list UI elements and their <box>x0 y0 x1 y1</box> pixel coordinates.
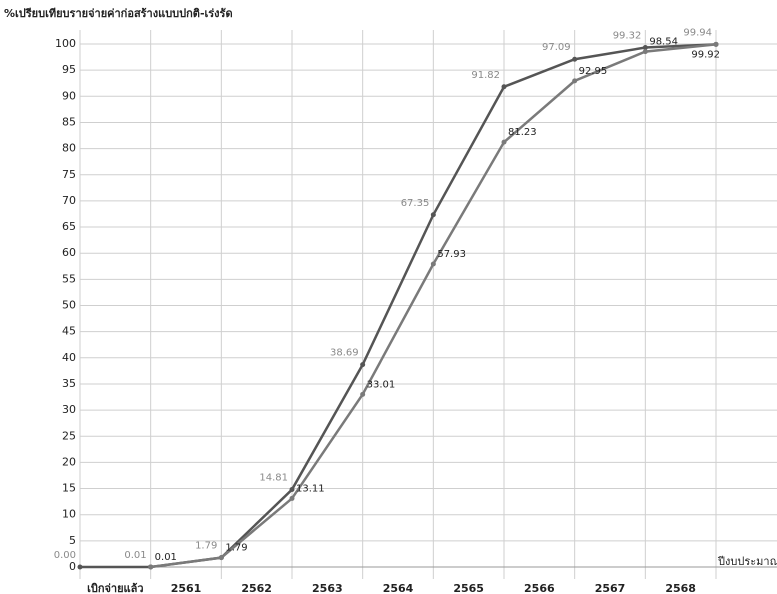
y-tick-label: 35 <box>62 377 76 390</box>
chart-title: %เปรียบเทียบรายจ่ายค่าก่อสร้างแบบปกติ-เร… <box>4 7 233 20</box>
data-label: 97.09 <box>542 42 571 53</box>
y-tick-label: 25 <box>62 429 76 442</box>
y-tick-label: 40 <box>62 351 76 364</box>
y-tick-label: 20 <box>62 455 76 468</box>
y-tick-label: 10 <box>62 508 76 521</box>
point <box>430 261 436 267</box>
x-axis-label: ปีงบประมาณ <box>717 555 777 568</box>
point <box>572 56 578 62</box>
point <box>642 49 648 55</box>
y-tick-label: 75 <box>62 168 76 181</box>
y-tick-label: 90 <box>62 89 76 102</box>
y-tick-label: 15 <box>62 482 76 495</box>
x-tick-label: เบิกจ่ายแล้ว <box>87 582 143 594</box>
point <box>501 139 507 145</box>
y-tick-label: 0 <box>69 560 76 573</box>
data-label: 98.54 <box>649 37 678 48</box>
data-label: 13.11 <box>296 483 325 494</box>
y-tick-label: 55 <box>62 272 76 285</box>
x-tick-label: 2563 <box>312 582 343 594</box>
y-tick-label: 85 <box>62 115 76 128</box>
point <box>430 212 436 218</box>
x-tick-label: 2562 <box>241 582 272 594</box>
point <box>360 391 366 397</box>
data-label: 0.01 <box>124 550 146 561</box>
y-tick-label: 30 <box>62 403 76 416</box>
y-tick-label: 95 <box>62 63 76 76</box>
data-label: 0.00 <box>54 550 76 561</box>
y-tick-label: 80 <box>62 142 76 155</box>
x-tick-label: 2568 <box>665 582 696 594</box>
data-label: 99.92 <box>691 49 720 60</box>
data-label: 67.35 <box>401 198 430 209</box>
x-tick-label: 2565 <box>453 582 484 594</box>
data-label: 92.95 <box>579 66 608 77</box>
x-tick-label: 2567 <box>595 582 626 594</box>
point <box>289 487 295 493</box>
data-label: 99.32 <box>613 31 642 42</box>
point <box>148 564 154 570</box>
data-label: 81.23 <box>508 127 537 138</box>
data-label: 99.94 <box>683 27 712 38</box>
y-tick-label: 100 <box>55 37 76 50</box>
data-label: 91.82 <box>471 70 500 81</box>
data-label: 14.81 <box>259 473 288 484</box>
data-label: 1.79 <box>225 543 247 554</box>
point <box>501 84 507 90</box>
x-tick-label: 2564 <box>383 582 414 594</box>
point <box>77 564 83 570</box>
data-label: 57.93 <box>437 249 466 260</box>
point <box>218 555 224 561</box>
point <box>572 78 578 84</box>
point <box>642 45 648 51</box>
y-tick-label: 70 <box>62 194 76 207</box>
data-label: 38.69 <box>330 348 359 359</box>
point <box>713 41 719 47</box>
y-tick-label: 45 <box>62 325 76 338</box>
y-tick-label: 60 <box>62 246 76 259</box>
y-tick-label: 50 <box>62 299 76 312</box>
data-label: 0.01 <box>155 552 177 563</box>
y-tick-label: 5 <box>69 534 76 547</box>
point <box>289 495 295 501</box>
data-label: 33.01 <box>367 379 396 390</box>
data-label: 1.79 <box>195 541 217 552</box>
y-tick-label: 65 <box>62 220 76 233</box>
x-tick-label: 2561 <box>171 582 202 594</box>
x-tick-label: 2566 <box>524 582 555 594</box>
point <box>360 362 366 368</box>
